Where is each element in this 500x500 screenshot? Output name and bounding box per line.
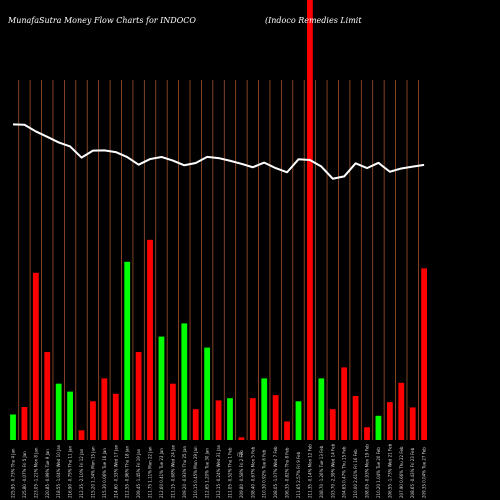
volume-bar xyxy=(295,401,302,440)
volume-bar xyxy=(352,396,359,440)
volume-bar xyxy=(181,323,188,440)
x-tick-label: 208.05 -1.07% Wed 7 Feb xyxy=(273,446,278,498)
volume-bar xyxy=(124,261,131,440)
volume-bar xyxy=(32,272,39,440)
volume-bar xyxy=(386,402,393,440)
x-tick-label: 211.15 -0.68% Wed 24 Jan xyxy=(170,444,175,498)
volume-bar xyxy=(215,400,222,440)
x-tick-label: 211.65 2.57% Fri 9 Feb xyxy=(296,451,301,498)
volume-bar xyxy=(204,347,211,440)
volume-bar xyxy=(135,352,142,440)
volume-bar xyxy=(284,421,290,440)
grid-layer xyxy=(18,80,419,440)
volume-bar xyxy=(67,391,73,440)
x-tick-label: 216.90 -0.75% Thu 11 Jan xyxy=(68,446,73,498)
chart-title: MunafaSutra Money Flow Charts for INDOCO xyxy=(7,16,196,25)
volume-bar xyxy=(375,415,382,440)
volume-bar xyxy=(227,398,233,440)
x-tick-label: 208.05 -0.93% Mon 19 Feb xyxy=(365,444,370,498)
x-tick-label: 207.90 0.66% Thu 22 Feb xyxy=(399,446,404,498)
volume-bar xyxy=(158,336,165,440)
x-tick-label: 225.80 -0.07% Fri 5 Jan xyxy=(22,451,27,498)
x-tick-label: 209.20 -0.93% Thu 25 Jan xyxy=(182,446,187,498)
x-tick-label: 208.65 -0.43% Fri 23 Feb xyxy=(410,447,415,498)
volume-bar xyxy=(364,427,370,440)
x-tick-label: 208.40 -0.67% Mon 5 Feb xyxy=(250,446,255,498)
volume-bar xyxy=(169,383,176,440)
volume-bar xyxy=(90,401,96,440)
x-tick-label: 210.15 0.45% Mon 29 Jan xyxy=(193,446,198,498)
x-tick-label: 218.55 -1.04% Wed 10 Jan xyxy=(56,444,61,498)
x-tick-label: 212.15 -0.24% Wed 31 Jan xyxy=(216,444,221,498)
x-tick-label: 220.85 -0.99% Tue 9 Jan xyxy=(45,449,50,498)
x-tick-label: 212.55 -0.96% Thu 18 Jan xyxy=(125,446,130,498)
volume-bar xyxy=(78,430,85,440)
x-tick-label: 209.45 -1.45% Fri 19 Jan xyxy=(136,448,141,498)
volume-bar xyxy=(10,414,16,440)
chart-subtitle: (Indoco Remedies Limit xyxy=(265,16,362,25)
x-tick-label: 211.75 1.11% Mon 22 Jan xyxy=(148,446,153,498)
x-tick-label: 212.65 1.20% Tue 30 Jan xyxy=(205,448,210,498)
x-tick-label: 210.30 0.92% Tue 6 Feb xyxy=(262,449,267,498)
volume-bar xyxy=(318,378,325,440)
x-tick-label: 210.00 2.61% Fri 16 Feb xyxy=(353,449,358,498)
x-tick-label: 211.05 -0.52% Thu 1 Feb xyxy=(227,447,232,498)
x-tick-label: 223.05 -1.21% Mon 8 Jan xyxy=(33,447,38,498)
volume-bar xyxy=(307,0,313,440)
volume-bar xyxy=(21,407,28,440)
x-tick-label: 208.70 -1.26% Tue 13 Feb xyxy=(319,445,324,498)
x-tick-label: 210.20 1.04% Tue 20 Feb xyxy=(376,447,381,498)
x-tick-label: 214.60 -0.33% Wed 17 Jan xyxy=(113,444,118,498)
bar-layer xyxy=(10,0,428,440)
volume-bar xyxy=(409,407,416,440)
volume-bar xyxy=(341,367,348,440)
volume-bar xyxy=(147,239,153,440)
x-tick-label: 215.30 0.06% Tue 16 Jan xyxy=(102,448,107,498)
volume-bar xyxy=(261,378,268,440)
volume-bar xyxy=(101,378,108,440)
volume-bar xyxy=(44,352,51,440)
volume-bar xyxy=(55,383,62,440)
volume-bar xyxy=(238,437,245,440)
x-axis-mid-label: (f) xyxy=(237,452,243,458)
price-line xyxy=(12,123,425,180)
x-tick-label: 212.60 0.41% Tue 23 Jan xyxy=(159,448,164,498)
x-tick-label: 225.95 -0.73% Thu 4 Jan xyxy=(11,448,16,498)
x-tick-label: 209.80 -0.58% Fri 2 Feb xyxy=(239,450,244,498)
x-tick-label: 204.65 0.47% Thu 15 Feb xyxy=(342,446,347,498)
x-tick-label: 212.35 -2.10% Fri 12 Jan xyxy=(79,448,84,498)
tick-layer: 209.35 0.04% Tue 27 Feb 208.65 -0.43% Fri… xyxy=(11,443,427,498)
x-tick-label: 211.35 -0.14% Mon 12 Feb xyxy=(307,444,312,498)
volume-bar xyxy=(272,395,279,440)
volume-bar xyxy=(329,409,336,440)
volume-bar xyxy=(192,409,199,440)
x-tick-label: 209.35 0.04% Tue 27 Feb xyxy=(422,447,427,498)
x-tick-label: 215.20 1.34% Mon 15 Jan xyxy=(90,446,95,498)
volume-bar xyxy=(112,393,119,440)
x-tick-label: 206.35 -0.82% Thu 8 Feb xyxy=(285,447,290,498)
volume-bar xyxy=(398,382,405,440)
volume-bar xyxy=(421,268,428,440)
line-layer xyxy=(12,123,425,180)
x-tick-label: 206.55 -1.73% Wed 21 Feb xyxy=(387,443,392,498)
volume-bar xyxy=(249,398,256,440)
x-tick-label: 203.70 -2.39% Wed 14 Feb xyxy=(330,443,335,498)
